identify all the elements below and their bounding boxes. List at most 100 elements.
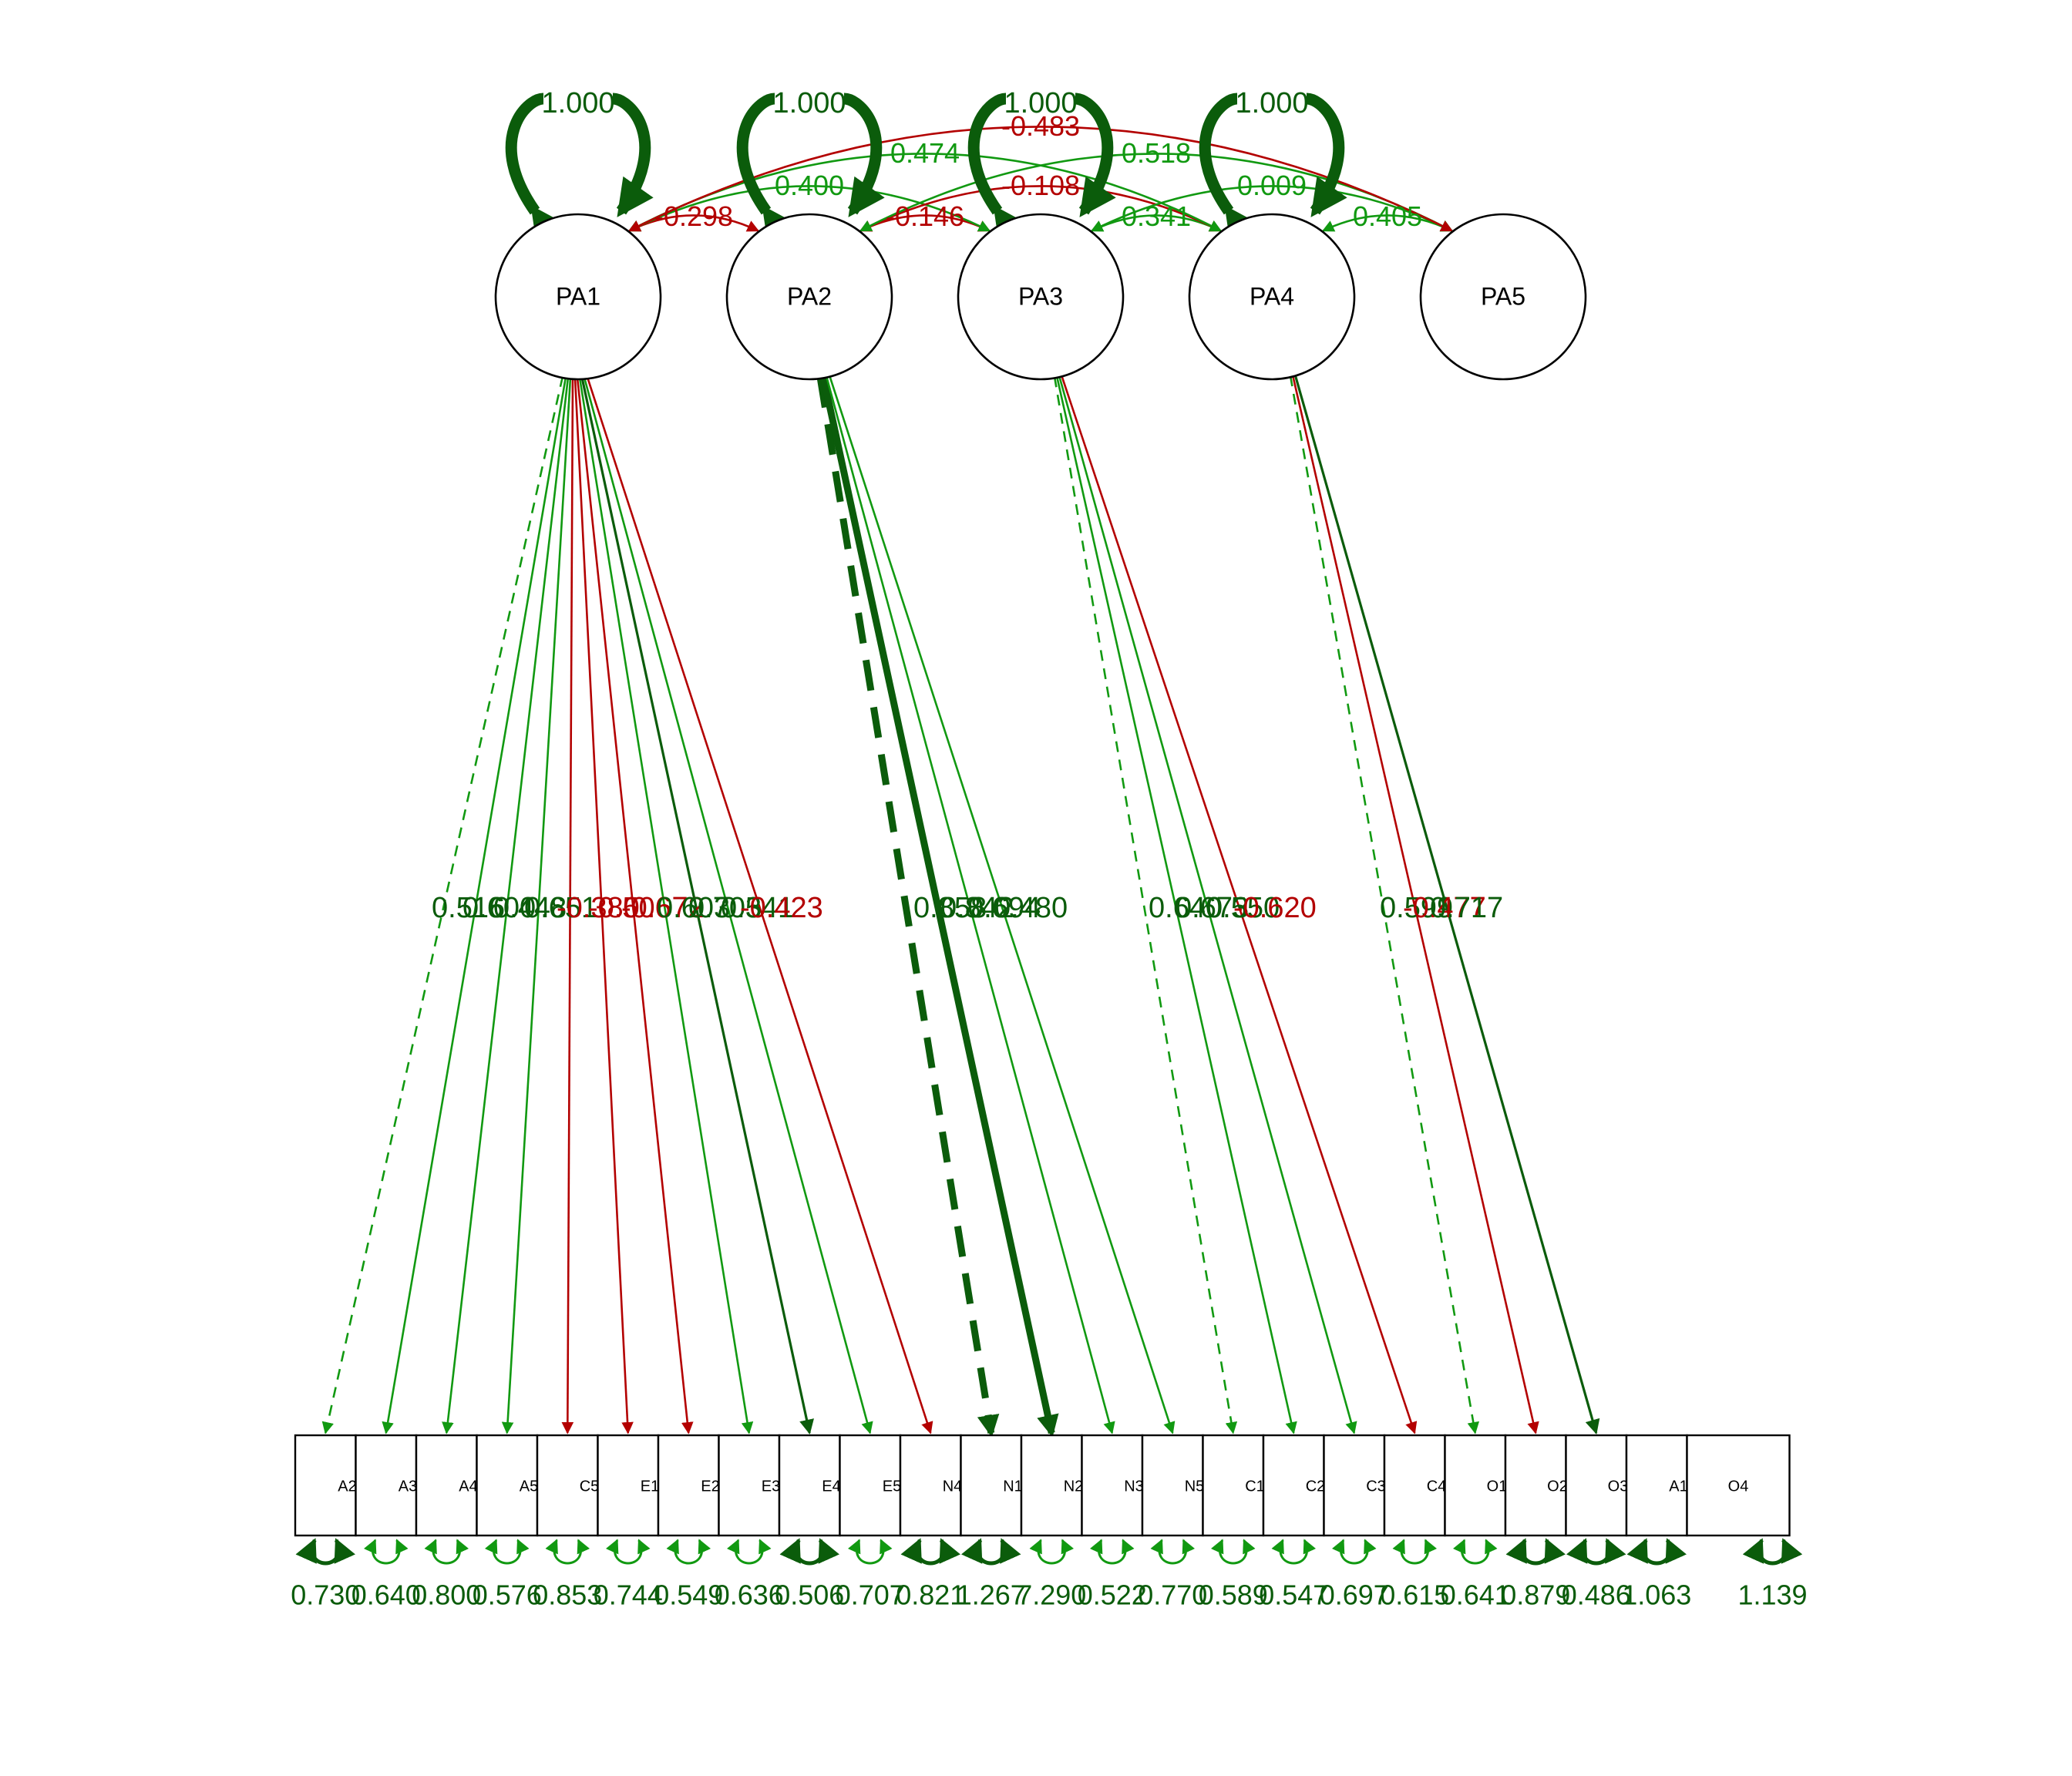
loading-label: -0.477	[1403, 892, 1486, 924]
observed-node-e4: E4	[778, 1434, 841, 1537]
residual-label: 0.744	[594, 1579, 663, 1611]
observed-label: O2	[1547, 1478, 1568, 1495]
variance-loop-left	[1199, 92, 1261, 247]
latent-circle	[494, 213, 662, 381]
residual-loop	[1452, 1539, 1498, 1565]
residual-label: 1.267	[957, 1579, 1026, 1611]
residual-label: 0.576	[473, 1579, 542, 1611]
residual-loop	[363, 1539, 409, 1565]
latent-node-pa5: PA5	[1419, 213, 1587, 381]
loading-path-pa1-n4	[586, 376, 933, 1435]
observed-label: A3	[399, 1478, 417, 1495]
observed-label: N1	[1003, 1478, 1023, 1495]
residual-loop	[1626, 1538, 1687, 1566]
loading-path-pa4-o1	[1289, 375, 1480, 1435]
observed-box	[657, 1434, 720, 1537]
residual-label: 0.821	[896, 1579, 965, 1611]
observed-indicators: A2 A3 A4 A5 C5 E1 E2 E3 E4 E5 N4 N1 N2 N3 N5 C1 C2 C3 C4 O1…	[294, 1434, 1791, 1537]
loading-path-pa4-o3	[1293, 374, 1600, 1435]
residual-label: 0.547	[1259, 1579, 1328, 1611]
residual-label: 0.730	[291, 1579, 360, 1611]
observed-box	[1444, 1434, 1507, 1537]
loading-path-pa1-a4	[442, 377, 570, 1435]
observed-box	[899, 1434, 962, 1537]
observed-box	[1202, 1434, 1265, 1537]
residual-label: 0.879	[1501, 1579, 1570, 1611]
covariance-label: 0.400	[775, 170, 844, 201]
observed-label: A4	[459, 1478, 477, 1495]
observed-node-n3: N3	[1081, 1434, 1144, 1537]
loading-label: -0.620	[1233, 892, 1317, 924]
latent-node-pa2: PA2	[725, 213, 893, 381]
latent-circle	[1419, 213, 1587, 381]
covariance-label: 0.405	[1353, 200, 1422, 232]
loading-label: 0.516	[432, 892, 505, 924]
path-coefficient-labels: -0.298 -0.146 0.341 0.405 0.400 -0.108 0.009 0.…	[291, 87, 1807, 1610]
observed-box	[1686, 1434, 1791, 1537]
observed-box	[536, 1434, 599, 1537]
observed-label: O3	[1608, 1478, 1629, 1495]
observed-label: A2	[338, 1478, 356, 1495]
observed-box	[960, 1434, 1023, 1537]
observed-label: E5	[883, 1478, 901, 1495]
covariance-label: 0.518	[1122, 137, 1191, 169]
covariance-path-pa2-pa4	[859, 185, 1223, 232]
observed-box	[1504, 1434, 1567, 1537]
latent-variance-label: 1.000	[1235, 87, 1308, 119]
residual-label: 0.697	[1320, 1579, 1389, 1611]
residual-loop	[1271, 1539, 1317, 1565]
latent-label: PA1	[556, 282, 600, 310]
variance-loop-right	[611, 92, 654, 217]
loading-path-pa1-a5	[501, 377, 572, 1435]
residual-loop	[295, 1538, 355, 1566]
covariance-label: 0.474	[890, 137, 960, 169]
latent-label: PA2	[787, 282, 832, 310]
loading-path-pa1-e2	[576, 377, 694, 1435]
residual-label: 0.615	[1380, 1579, 1449, 1611]
observed-box	[597, 1434, 660, 1537]
loading-path-pa1-e4	[580, 377, 814, 1435]
loading-path-pa1-a2	[321, 375, 564, 1435]
loading-label: 0.600	[462, 892, 536, 924]
observed-label: E2	[701, 1478, 719, 1495]
residual-label: 0.549	[654, 1579, 723, 1611]
covariance-label: 0.341	[1122, 200, 1191, 232]
observed-box	[1625, 1434, 1688, 1537]
covariance-label: -0.298	[654, 200, 733, 232]
loading-label: 0.550	[1206, 892, 1280, 924]
residual-label: 0.707	[836, 1579, 905, 1611]
loading-label: -0.423	[740, 892, 823, 924]
loading-path-pa1-e3	[578, 377, 754, 1435]
residual-loop	[666, 1539, 711, 1565]
residual-loop	[484, 1539, 530, 1565]
loading-label: 0.694	[967, 892, 1041, 924]
loading-label: 0.842	[940, 892, 1014, 924]
loading-path-pa3-c1	[1053, 376, 1238, 1435]
observed-node-n1: N1	[960, 1434, 1023, 1537]
loading-label: 0.717	[1430, 892, 1503, 924]
observed-node-n2: N2	[1020, 1434, 1083, 1537]
variance-loop-left	[967, 92, 1030, 247]
loading-path-pa2-n2	[819, 375, 1059, 1438]
residual-label: 0.506	[775, 1579, 844, 1611]
observed-label: A1	[1669, 1478, 1687, 1495]
latent-circle	[957, 213, 1125, 381]
residual-label: 0.589	[1199, 1579, 1268, 1611]
observed-node-c3: C3	[1323, 1434, 1386, 1537]
observed-label: E4	[822, 1478, 840, 1495]
observed-node-n4: N4	[899, 1434, 962, 1537]
observed-label: N3	[1124, 1478, 1144, 1495]
latent-node-pa1: PA1	[494, 213, 662, 381]
residual-loop	[1210, 1539, 1256, 1565]
observed-box	[1383, 1434, 1446, 1537]
latent-factors: PA1 PA2 PA3 PA4 PA5	[494, 92, 1587, 381]
residual-loop	[1029, 1539, 1075, 1565]
variance-loop-left	[505, 92, 567, 247]
observed-node-e1: E1	[597, 1434, 660, 1537]
observed-label: C5	[580, 1478, 600, 1495]
residual-loop	[961, 1538, 1021, 1566]
observed-node-c5: C5	[536, 1434, 600, 1537]
observed-label: E3	[762, 1478, 780, 1495]
observed-box	[1081, 1434, 1144, 1537]
